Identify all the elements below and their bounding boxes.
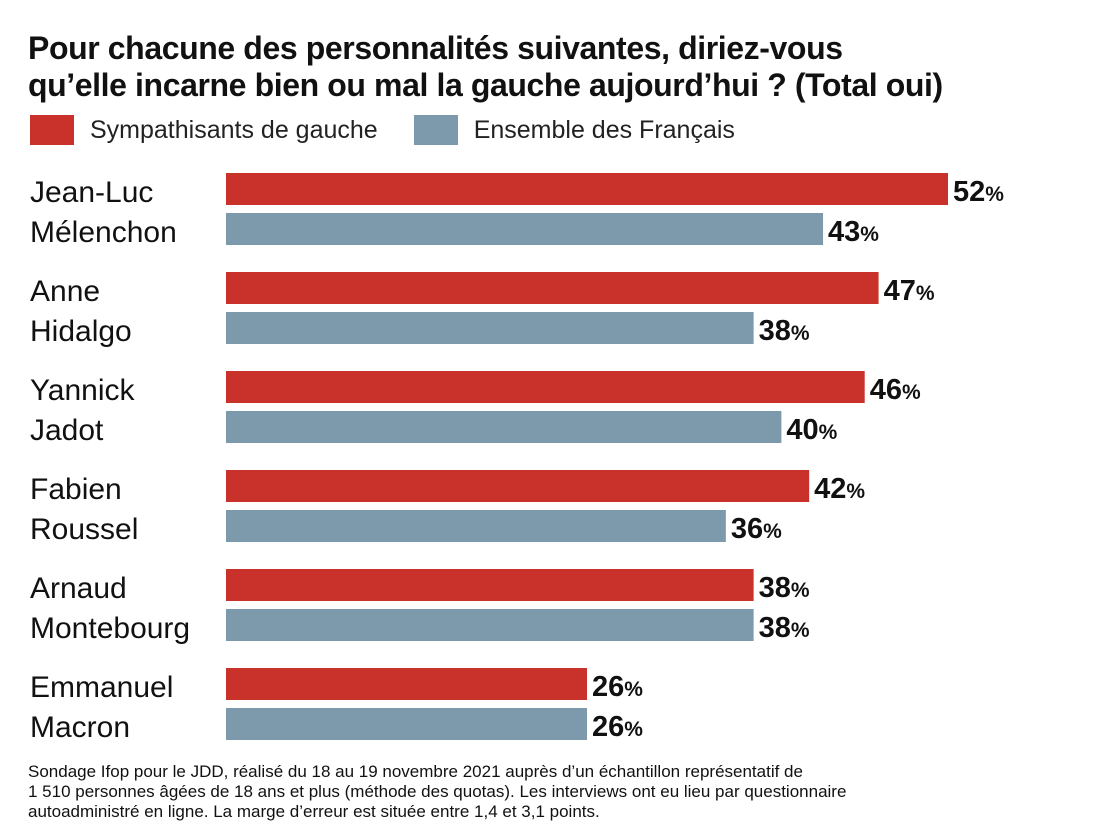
bar-emmanuel-macron-sympathisants — [226, 668, 587, 700]
value-label-yannick-jadot-sympathisants: 46% — [870, 374, 921, 406]
value-label-emmanuel-macron-ensemble: 26% — [592, 711, 643, 743]
category-label-yannick-jadot-line-2: Jadot — [30, 414, 104, 447]
legend-swatch-ensemble — [413, 115, 458, 145]
category-label-arnaud-montebourg-line-1: Arnaud — [30, 572, 127, 605]
category-label-emmanuel-macron-line-1: Emmanuel — [30, 671, 173, 704]
legend-item-ensemble: Ensemble des Français — [413, 115, 735, 145]
chart-title-line-2: qu’elle incarne bien ou mal la gauche au… — [28, 67, 943, 103]
bar-anne-hidalgo-ensemble — [226, 312, 754, 344]
category-label-anne-hidalgo-line-2: Hidalgo — [30, 315, 132, 348]
value-label-arnaud-montebourg-sympathisants: 38% — [759, 572, 810, 604]
legend-label-sympathisants: Sympathisants de gauche — [90, 115, 378, 144]
value-label-anne-hidalgo-sympathisants: 47% — [884, 275, 935, 307]
legend-swatch-sympathisants — [30, 115, 74, 145]
value-label-fabien-roussel-sympathisants: 42% — [814, 473, 865, 505]
bar-fabien-roussel-ensemble — [226, 510, 726, 542]
value-label-fabien-roussel-ensemble: 36% — [731, 513, 782, 545]
footnote-line-3: autoadministré en ligne. La marge d’erre… — [28, 802, 600, 821]
category-label-fabien-roussel-line-2: Roussel — [30, 513, 138, 546]
category-label-arnaud-montebourg-line-2: Montebourg — [30, 612, 190, 645]
category-label-emmanuel-macron-line-2: Macron — [30, 711, 130, 744]
bar-emmanuel-macron-ensemble — [226, 708, 587, 740]
value-label-jean-luc-melenchon-ensemble: 43% — [828, 216, 879, 248]
chart-title-line-1: Pour chacune des personnalités suivantes… — [28, 30, 843, 66]
bar-jean-luc-melenchon-sympathisants — [226, 173, 948, 205]
legend: Sympathisants de gauche Ensemble des Fra… — [30, 114, 771, 146]
value-label-yannick-jadot-ensemble: 40% — [786, 414, 837, 446]
footnote-line-1: Sondage Ifop pour le JDD, réalisé du 18 … — [28, 762, 803, 781]
bar-yannick-jadot-ensemble — [226, 411, 782, 443]
value-label-arnaud-montebourg-ensemble: 38% — [759, 612, 810, 644]
value-label-jean-luc-melenchon-sympathisants: 52% — [953, 176, 1004, 208]
bar-chart: Jean-Luc Mélenchon 52% 43% Anne Hidalgo 47% 38%… — [30, 173, 1004, 744]
bar-arnaud-montebourg-sympathisants — [226, 569, 754, 601]
footnote-line-2: 1 510 personnes âgées de 18 ans et plus … — [28, 782, 847, 801]
category-label-anne-hidalgo-line-1: Anne — [30, 275, 100, 308]
bar-anne-hidalgo-sympathisants — [226, 272, 879, 304]
bar-jean-luc-melenchon-ensemble — [226, 213, 824, 245]
category-label-fabien-roussel-line-1: Fabien — [30, 473, 122, 506]
category-label-jean-luc-melenchon-line-2: Mélenchon — [30, 216, 177, 249]
legend-item-sympathisants: Sympathisants de gauche — [30, 115, 378, 145]
value-label-emmanuel-macron-sympathisants: 26% — [592, 671, 643, 703]
bar-arnaud-montebourg-ensemble — [226, 609, 754, 641]
bar-yannick-jadot-sympathisants — [226, 371, 865, 403]
legend-label-ensemble: Ensemble des Français — [473, 115, 735, 144]
value-label-anne-hidalgo-ensemble: 38% — [759, 315, 810, 347]
bar-fabien-roussel-sympathisants — [226, 470, 810, 502]
chart-title: Pour chacune des personnalités suivantes… — [28, 30, 1088, 104]
category-label-jean-luc-melenchon-line-1: Jean-Luc — [30, 176, 153, 209]
category-label-yannick-jadot-line-1: Yannick — [30, 374, 136, 407]
footnote: Sondage Ifop pour le JDD, réalisé du 18 … — [28, 762, 1088, 822]
